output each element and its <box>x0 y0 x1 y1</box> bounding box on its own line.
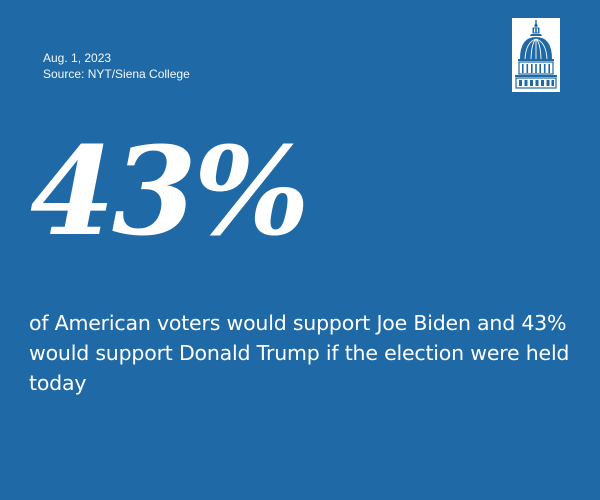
statement-text: of American voters would support Joe Bid… <box>29 311 570 395</box>
date-label: Aug. 1, 2023 <box>43 51 112 65</box>
headline-percentage: 43% <box>30 119 310 263</box>
capitol-dome-icon <box>512 18 560 92</box>
source-label: Source: NYT/Siena College <box>43 67 190 81</box>
meta-info: Aug. 1, 2023 Source: NYT/Siena College <box>43 50 190 82</box>
